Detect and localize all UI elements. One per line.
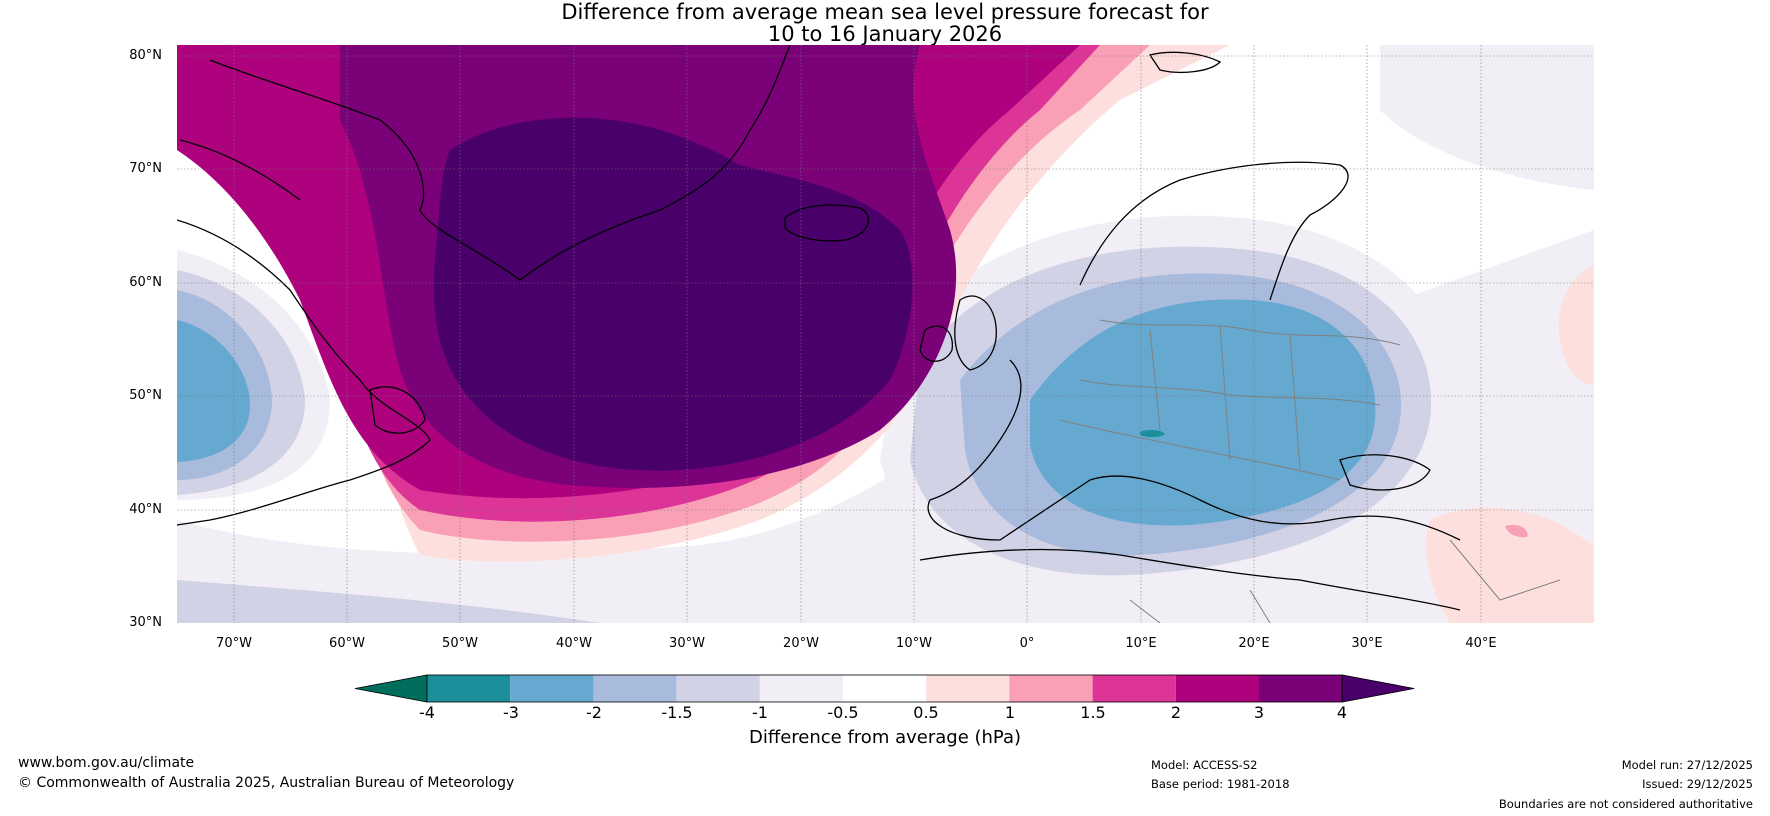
colorbar-tick-neg4: -4 [419, 703, 435, 722]
lon-label-10w: 10°W [896, 636, 932, 651]
lon-label-70w: 70°W [216, 636, 252, 651]
lon-label-0: 0° [1019, 636, 1035, 651]
colorbar-tick-neg2: -2 [586, 703, 602, 722]
colorbar-tick-0.5: 0.5 [913, 703, 939, 722]
colorbar-tick-neg1: -1 [752, 703, 768, 722]
colorbar-segment-1 [427, 675, 511, 702]
newfoundland-coast [369, 386, 426, 434]
issued-text: Issued: 29/12/2025 [1642, 777, 1753, 791]
black-sea-coast [1339, 454, 1431, 491]
model-text: Model: ACCESS-S2 [1151, 758, 1258, 772]
base-period-text: Base period: 1981-2018 [1151, 777, 1290, 791]
lat-label-40n: 40°N [129, 502, 162, 517]
colorbar-segment-4 [676, 675, 760, 702]
contour-pos-southeast-0.5 [1426, 507, 1594, 623]
colorbar-tick-4: 4 [1336, 703, 1348, 722]
north-africa-coast [919, 548, 1461, 611]
border-3 [1149, 324, 1301, 471]
country-borders [1059, 319, 1561, 623]
colorbar-segment-9 [1092, 675, 1176, 702]
model-run-text: Model run: 27/12/2025 [1621, 758, 1753, 772]
website-text: www.bom.gov.au/climate [18, 755, 195, 771]
colorbar-tick-3: 3 [1253, 703, 1265, 722]
graticule [177, 45, 1594, 623]
colorbar-extend-high [1341, 674, 1415, 703]
lat-label-30n: 30°N [129, 615, 162, 630]
north-america-coast [177, 219, 431, 526]
lon-label-20e: 20°E [1238, 636, 1270, 651]
greenland-coast [209, 45, 791, 281]
lat-label-50n: 50°N [129, 388, 162, 403]
colorbar-segment-11 [1259, 675, 1343, 702]
lon-label-20w: 20°W [783, 636, 819, 651]
colorbar-segment-7 [926, 675, 1010, 702]
colorbar-segment-10 [1175, 675, 1259, 702]
contour-neg-west-3 [177, 320, 250, 462]
border-6 [1129, 589, 1271, 623]
coastlines [177, 45, 1461, 611]
border-2 [1079, 379, 1381, 406]
lon-label-30e: 30°E [1351, 636, 1383, 651]
colorbar-segment-5 [759, 675, 843, 702]
boundaries-disclaimer: Boundaries are not considered authoritat… [1498, 797, 1753, 811]
scandinavia-coast [1079, 161, 1349, 301]
contour-pos-southeast-1 [1505, 524, 1528, 538]
mediterranean-coast [1089, 475, 1461, 541]
lat-label-80n: 80°N [129, 48, 162, 63]
colorbar-extend-low [354, 674, 428, 703]
greenland-west-coast [179, 139, 301, 201]
colorbar-tick-neg3: -3 [503, 703, 519, 722]
lon-label-10e: 10°E [1125, 636, 1157, 651]
colorbar-segment-3 [593, 675, 677, 702]
ireland-coast [919, 325, 953, 362]
colorbar-segment-8 [1009, 675, 1093, 702]
lat-label-60n: 60°N [129, 275, 162, 290]
contour-neg-south-1.5 [177, 580, 600, 623]
iceland-coast [784, 204, 870, 242]
lon-label-40w: 40°W [556, 636, 592, 651]
colorbar-tick-neg0.5: -0.5 [827, 703, 859, 722]
border-1 [1099, 319, 1401, 346]
colorbar-tick-2: 2 [1170, 703, 1182, 722]
lat-label-70n: 70°N [129, 161, 162, 176]
contour-pos-east-0.5 [1558, 265, 1594, 385]
contour-pos-4 [433, 117, 913, 471]
copyright-text: © Commonwealth of Australia 2025, Austra… [18, 775, 515, 791]
colorbar-segment-6 [843, 675, 927, 702]
lon-label-50w: 50°W [442, 636, 478, 651]
colorbar-tick-neg1.5: -1.5 [661, 703, 693, 722]
contour-eu-neg-4 [1140, 429, 1165, 438]
colorbar-tick-1.5: 1.5 [1080, 703, 1106, 722]
contour-eu-neg-3 [1030, 299, 1376, 526]
europe-atlantic-coast [927, 359, 1091, 541]
lon-label-60w: 60°W [329, 636, 365, 651]
contour-neg-weak-north-east [1380, 45, 1594, 190]
colorbar-segment-2 [510, 675, 594, 702]
map-title-line2: 10 to 16 January 2026 [767, 22, 1003, 46]
colorbar-tick-1: 1 [1004, 703, 1016, 722]
border-5 [1449, 539, 1561, 601]
british-isles-coast [954, 295, 997, 371]
colorbar-label: Difference from average (hPa) [748, 727, 1022, 748]
svalbard-coast [1148, 51, 1222, 74]
border-4 [1059, 419, 1341, 481]
lon-label-40e: 40°E [1465, 636, 1497, 651]
map-title-line1: Difference from average mean sea level p… [561, 0, 1209, 24]
lon-label-30w: 30°W [669, 636, 705, 651]
